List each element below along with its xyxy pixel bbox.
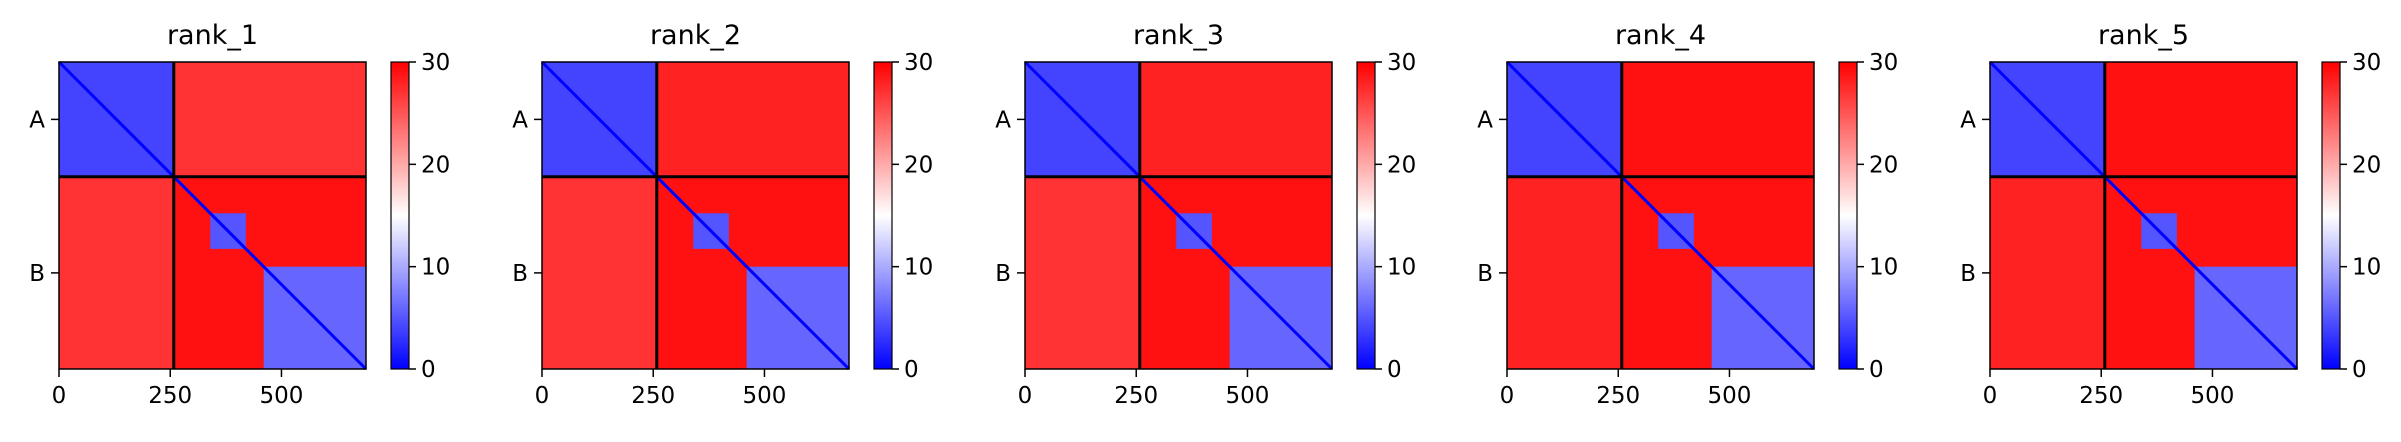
colorbar-tick-label: 20 — [1869, 152, 1898, 178]
heatmap-block — [59, 176, 174, 369]
panel-title: rank_2 — [650, 20, 741, 51]
panel-title: rank_5 — [2098, 20, 2189, 51]
y-tick-label: A — [512, 107, 528, 133]
heatmap-diagonal — [1988, 60, 2299, 371]
colorbar-tick-label: 10 — [904, 255, 933, 281]
heatmap-panel-2: rank_2 0 250 500 A B 0 10 20 30 — [512, 20, 933, 409]
x-tick-label: 500 — [2191, 383, 2235, 409]
heatmap-block — [542, 176, 657, 369]
x-tick-label: 500 — [1708, 383, 1752, 409]
colorbar-tick-label: 0 — [421, 357, 436, 383]
x-tick-label: 0 — [52, 383, 67, 409]
colorbar-tick-label: 10 — [1869, 255, 1898, 281]
x-tick-label: 0 — [1983, 383, 1998, 409]
x-tick-label: 250 — [1114, 383, 1158, 409]
y-tick-label: A — [29, 107, 45, 133]
heatmap-block — [1025, 176, 1140, 369]
heatmap-diagonal — [57, 60, 368, 371]
plot-frame — [58, 61, 367, 370]
colorbar — [873, 61, 893, 370]
heatmap-panel-1: rank_1 0 250 500 A B 0 10 20 30 — [29, 20, 450, 409]
colorbar-tick-label: 30 — [421, 50, 450, 76]
colorbar-tick-label: 30 — [1387, 50, 1416, 76]
y-tick-label: B — [1960, 261, 1976, 287]
y-tick-label: B — [512, 261, 528, 287]
colorbar — [1356, 61, 1376, 370]
colorbar-tick-label: 0 — [904, 357, 919, 383]
x-tick-label: 500 — [260, 383, 304, 409]
colorbar-tick-label: 0 — [2352, 357, 2367, 383]
colorbar — [1838, 61, 1858, 370]
colorbar-tick-label: 20 — [421, 152, 450, 178]
heatmap-diagonal — [1023, 60, 1334, 371]
plot-frame — [541, 61, 850, 370]
plot-frame — [1024, 61, 1333, 370]
panel-title: rank_3 — [1133, 20, 1224, 51]
heatmap-panel-3: rank_3 0 250 500 A B 0 10 20 30 — [995, 20, 1416, 409]
y-tick-label: A — [1477, 107, 1493, 133]
heatmap-diagonal — [540, 60, 851, 371]
heatmap-block — [173, 62, 366, 177]
y-tick-label: A — [1960, 107, 1976, 133]
heatmap-block — [2104, 62, 2297, 177]
colorbar-tick-label: 30 — [2352, 50, 2381, 76]
y-tick-label: A — [995, 107, 1011, 133]
colorbar — [2321, 61, 2341, 370]
colorbar-tick-label: 0 — [1869, 357, 1884, 383]
heatmap-panel-5: rank_5 0 250 500 A B 0 10 20 30 — [1960, 20, 2381, 409]
x-tick-label: 250 — [631, 383, 675, 409]
plot-frame — [1989, 61, 2298, 370]
x-tick-label: 500 — [1226, 383, 1270, 409]
colorbar-tick-label: 20 — [1387, 152, 1416, 178]
panel-title: rank_1 — [167, 20, 258, 51]
x-tick-label: 500 — [743, 383, 787, 409]
heatmap-panel-4: rank_4 0 250 500 A B 0 10 20 30 — [1477, 20, 1898, 409]
x-tick-label: 0 — [1500, 383, 1515, 409]
y-tick-label: B — [29, 261, 45, 287]
panel-title: rank_4 — [1615, 20, 1706, 51]
heatmap-block — [1507, 176, 1622, 369]
y-tick-label: B — [995, 261, 1011, 287]
heatmap-block — [1990, 176, 2105, 369]
colorbar-tick-label: 10 — [2352, 255, 2381, 281]
colorbar-tick-label: 30 — [1869, 50, 1898, 76]
colorbar-tick-label: 30 — [904, 50, 933, 76]
x-tick-label: 250 — [148, 383, 192, 409]
heatmap-block — [1139, 62, 1332, 177]
x-tick-label: 0 — [535, 383, 550, 409]
heatmap-block — [656, 62, 849, 177]
heatmap-diagonal — [1505, 60, 1816, 371]
plot-frame — [1506, 61, 1815, 370]
colorbar — [390, 61, 410, 370]
colorbar-tick-label: 20 — [2352, 152, 2381, 178]
x-tick-label: 250 — [2079, 383, 2123, 409]
y-tick-label: B — [1477, 261, 1493, 287]
x-tick-label: 0 — [1018, 383, 1033, 409]
x-tick-label: 250 — [1596, 383, 1640, 409]
colorbar-tick-label: 10 — [421, 255, 450, 281]
colorbar-tick-label: 0 — [1387, 357, 1402, 383]
colorbar-tick-label: 20 — [904, 152, 933, 178]
colorbar-tick-label: 10 — [1387, 255, 1416, 281]
heatmap-block — [1621, 62, 1814, 177]
